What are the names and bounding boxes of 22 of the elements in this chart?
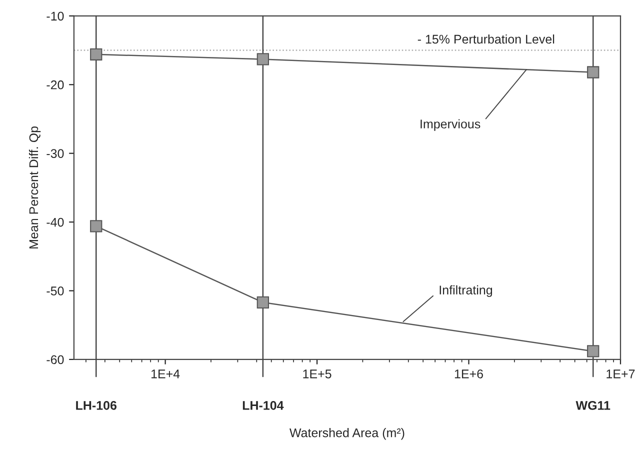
- x-tick-label: 1E+7: [606, 370, 635, 378]
- x-tick-label: 1E+6: [454, 370, 483, 378]
- y-axis-title: Mean Percent Diff. Qp: [28, 126, 41, 248]
- y-tick-label: -30: [46, 149, 64, 158]
- ref-line-label: - 15% Perturbation Level: [418, 34, 554, 44]
- annotation: Infiltrating: [440, 285, 492, 297]
- y-tick-label: -40: [46, 218, 64, 227]
- x-tick-label: 1E+4: [151, 370, 180, 378]
- annotation: Impervious: [420, 119, 480, 131]
- point: [587, 66, 600, 78]
- y-tick-label: -60: [46, 355, 64, 364]
- x-axis-title: Watershed Area (m²): [290, 428, 404, 440]
- point: [90, 220, 102, 232]
- ref-line-label: LH-104: [242, 401, 284, 410]
- ref-line-label: LH-106: [76, 401, 117, 410]
- point: [90, 48, 102, 60]
- x-tick-label: 1E+5: [303, 370, 332, 378]
- point: [587, 345, 600, 358]
- y-tick-label: -20: [46, 80, 64, 90]
- ref-line-label: WG11: [576, 401, 610, 410]
- y-tick-label: -50: [46, 286, 64, 296]
- y-tick-label: -10: [46, 12, 64, 21]
